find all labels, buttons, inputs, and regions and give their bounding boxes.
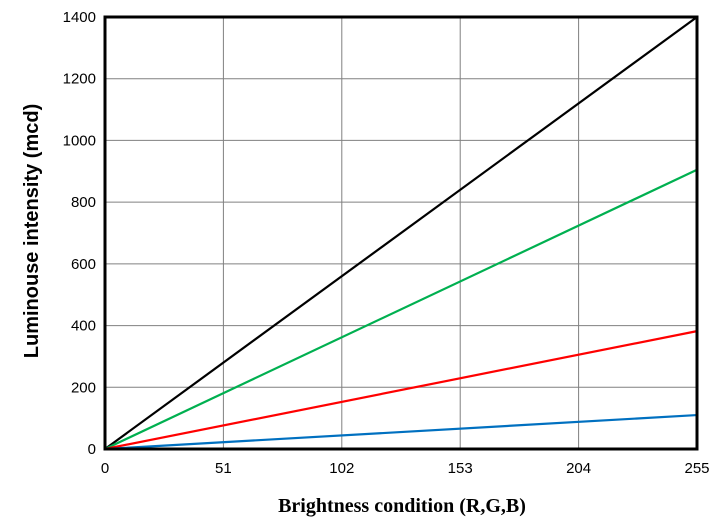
x-tick-label: 204 — [566, 460, 591, 477]
x-tick-label: 51 — [215, 460, 232, 477]
y-tick-label: 1200 — [63, 71, 96, 88]
plot-frame — [103, 15, 699, 451]
x-tick-label: 102 — [329, 460, 354, 477]
x-tick-label: 0 — [101, 460, 109, 477]
y-tick-label: 400 — [71, 318, 96, 335]
x-tick-labels: 0 51 102 153 204 255 — [101, 460, 710, 477]
y-tick-label: 200 — [71, 379, 96, 396]
series-line-1 — [104, 16, 698, 450]
x-tick-label: 255 — [684, 460, 709, 477]
x-axis-label: Brightness condition (R,G,B) — [278, 495, 526, 517]
y-tick-label: 800 — [71, 194, 96, 211]
x-tick-label: 153 — [448, 460, 473, 477]
y-tick-labels: 0 200 400 600 800 1000 1200 1400 — [63, 9, 96, 458]
series-lines — [104, 16, 698, 451]
series-line-4 — [104, 413, 698, 451]
series-line-2 — [104, 168, 698, 450]
y-tick-label: 1000 — [63, 132, 96, 149]
y-tick-label: 1400 — [63, 9, 96, 26]
y-tick-label: 0 — [88, 441, 96, 458]
series-line-3 — [104, 330, 698, 451]
y-axis-label: Luminouse intensity (mcd) — [21, 104, 43, 358]
y-tick-label: 600 — [71, 256, 96, 273]
